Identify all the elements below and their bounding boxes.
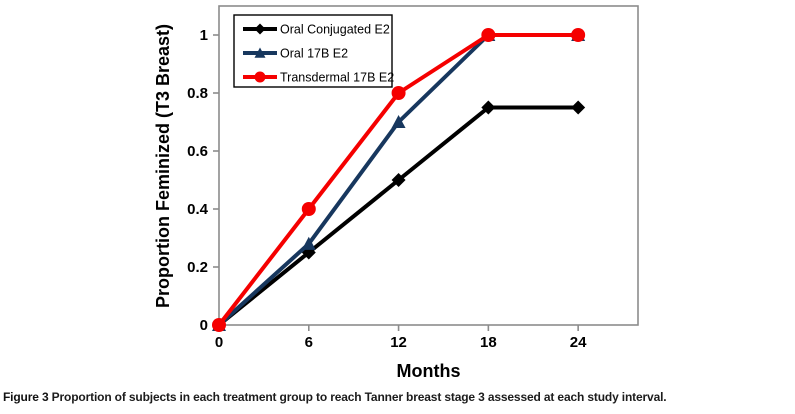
x-tick-label-0: 0 [215, 334, 223, 351]
y-tick-label-1: 1 [200, 27, 208, 44]
diamond-marker-oral-conjugated-e2 [391, 173, 406, 187]
circle-marker-transdermal-17b-e2 [481, 28, 496, 42]
series-oral-conjugated-e2 [212, 100, 586, 332]
legend-item-transdermal-17b-e2: Transdermal 17B E2 [243, 71, 394, 85]
diamond-icon [254, 23, 266, 35]
y-axis-title: Proportion Feminized (T3 Breast) [153, 24, 173, 308]
legend-item-oral-conjugated-e2: Oral Conjugated E2 [243, 23, 390, 37]
legend-label-oral-17b-e2: Oral 17B E2 [280, 47, 348, 61]
y-tick-label-0.2: 0.2 [187, 259, 208, 276]
legend: Oral Conjugated E2 Oral 17B E2 Transdermal… [233, 14, 394, 88]
triangle-icon [254, 47, 266, 58]
diamond-marker-oral-conjugated-e2 [571, 100, 586, 115]
x-tick-label-6: 6 [305, 334, 313, 351]
x-axis-title: Months [397, 361, 461, 381]
plot-border [218, 5, 639, 326]
circle-marker-transdermal-17b-e2 [391, 86, 406, 100]
triangle-marker-oral-17b-e2 [301, 236, 316, 250]
series-line-oral-conjugated-e2 [217, 105, 579, 327]
x-tick-label-12: 12 [390, 334, 407, 351]
legend-label-transdermal-17b-e2: Transdermal 17B E2 [280, 71, 394, 85]
y-tick-label-0.8: 0.8 [187, 85, 208, 102]
figure-caption-label: Figure 3 [3, 390, 49, 404]
circle-marker-transdermal-17b-e2 [301, 202, 316, 216]
circle-icon [254, 71, 266, 83]
series-transdermal-17b-e2 [212, 28, 586, 332]
x-tick-label-24: 24 [570, 334, 587, 351]
y-tick-label-0: 0 [200, 317, 208, 334]
x-tick-label-18: 18 [480, 334, 497, 351]
triangle-marker-oral-17b-e2 [391, 115, 406, 129]
figure-caption: Figure 3 Proportion of subjects in each … [3, 390, 783, 405]
legend-item-oral-17b-e2: Oral 17B E2 [243, 47, 348, 61]
y-tick-label-0.6: 0.6 [187, 143, 208, 160]
circle-marker-transdermal-17b-e2 [212, 318, 226, 332]
circle-marker-transdermal-17b-e2 [571, 28, 586, 42]
y-tick-label-0.4: 0.4 [187, 201, 209, 218]
diamond-marker-oral-conjugated-e2 [481, 100, 496, 115]
legend-label-oral-conjugated-e2: Oral Conjugated E2 [280, 23, 390, 37]
figure-caption-text: Proportion of subjects in each treatment… [51, 390, 667, 404]
chart: 0 0.2 0.4 0.6 0.8 1 0 6 12 18 24 Proportion Feminiz… [153, 5, 639, 381]
